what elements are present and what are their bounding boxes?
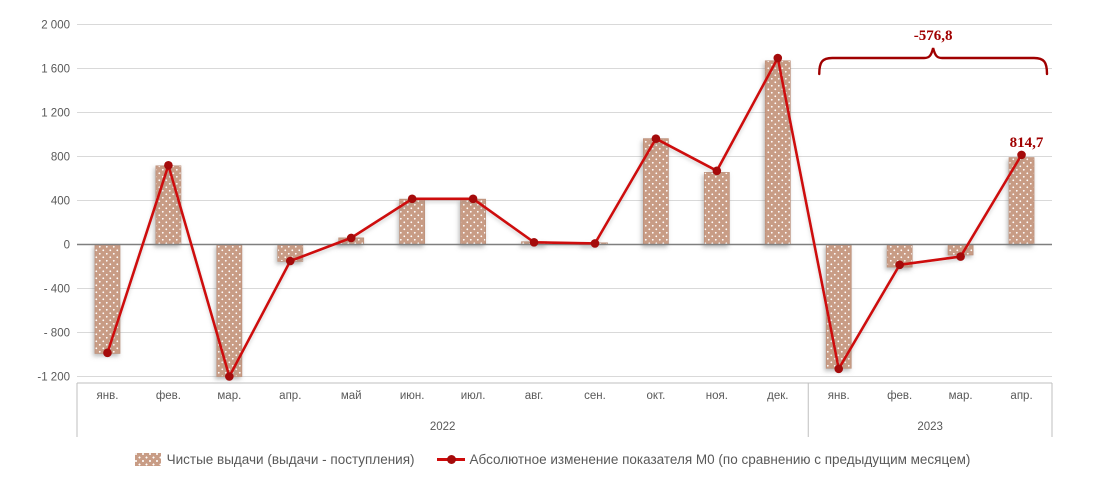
line-marker bbox=[590, 239, 600, 248]
month-label: мар. bbox=[217, 390, 241, 402]
bar bbox=[764, 60, 791, 245]
y-tick-label: 400 bbox=[51, 196, 70, 208]
line-marker bbox=[895, 260, 904, 270]
legend-label-m0-change: Абсолютное изменение показателя М0 (по с… bbox=[469, 452, 971, 467]
month-label: апр. bbox=[279, 390, 301, 402]
bar-series-swatch-icon bbox=[134, 453, 161, 466]
y-tick-label: - 800 bbox=[44, 328, 70, 340]
line-marker bbox=[956, 252, 965, 261]
y-tick-label: -1 200 bbox=[37, 372, 70, 384]
axis-labels: янв. фев. мар. апр. май июн. июл. авг. сен. окт. н… bbox=[76, 382, 1053, 437]
line-marker bbox=[407, 194, 417, 204]
y-tick-label: 1 200 bbox=[41, 108, 70, 120]
line-marker bbox=[1017, 150, 1026, 160]
bar bbox=[460, 198, 486, 245]
month-label: фев. bbox=[887, 390, 912, 402]
month-label: июн. bbox=[400, 390, 425, 402]
line-marker bbox=[529, 238, 539, 247]
month-label: апр. bbox=[1010, 390, 1032, 402]
year-label: 2023 bbox=[917, 421, 943, 433]
point-value-label: 814,7 bbox=[1010, 135, 1044, 151]
legend: Чистые выдачи (выдачи - поступления) Абс… bbox=[0, 452, 1105, 467]
y-tick-label: 1 600 bbox=[41, 64, 70, 76]
line-markers bbox=[103, 53, 1026, 381]
bar bbox=[703, 172, 730, 245]
month-label: авг. bbox=[525, 390, 544, 402]
month-label: янв. bbox=[828, 390, 850, 402]
chart-canvas: 2 000 1 600 1 200 800 400 0 - 400 - 800 -1 200 я… bbox=[37, 20, 1053, 437]
legend-label-net-issuance: Чистые выдачи (выдачи - поступления) bbox=[166, 452, 415, 467]
month-label: июл. bbox=[461, 390, 486, 402]
bracket-value-label: -576,8 bbox=[914, 28, 953, 44]
bar bbox=[216, 244, 243, 377]
month-label: мар. bbox=[949, 390, 973, 402]
y-tick-label: 800 bbox=[51, 152, 70, 164]
line-marker bbox=[346, 233, 356, 243]
line-marker bbox=[651, 134, 661, 143]
bracket-2023 bbox=[818, 47, 1049, 76]
line-marker bbox=[773, 53, 783, 63]
month-label: фев. bbox=[156, 390, 181, 402]
month-label: дек. bbox=[767, 390, 788, 402]
month-label: янв. bbox=[97, 390, 119, 402]
line-marker bbox=[834, 364, 844, 374]
line-marker bbox=[225, 372, 234, 381]
year-label: 2022 bbox=[430, 421, 456, 433]
month-label: ноя. bbox=[706, 390, 728, 402]
line-series-swatch-icon bbox=[436, 455, 465, 464]
y-tick-label: 2 000 bbox=[41, 20, 70, 32]
bar bbox=[94, 244, 121, 354]
line-marker bbox=[285, 256, 295, 266]
line-series bbox=[106, 56, 1023, 378]
legend-item-net-issuance: Чистые выдачи (выдачи - поступления) bbox=[134, 452, 415, 467]
annotations: -576,8 814,7 bbox=[818, 28, 1049, 151]
bar bbox=[155, 165, 182, 245]
line-marker bbox=[712, 166, 722, 176]
line-marker bbox=[103, 348, 112, 358]
bar-series bbox=[94, 60, 1035, 377]
bar bbox=[825, 244, 852, 369]
y-tick-label: 0 bbox=[64, 240, 70, 252]
month-label: сен. bbox=[584, 390, 606, 402]
line-marker-swatch-icon bbox=[446, 455, 456, 464]
month-label: окт. bbox=[647, 390, 666, 402]
gridlines: 2 000 1 600 1 200 800 400 0 - 400 - 800 -1 200 bbox=[37, 20, 1052, 384]
y-tick-label: - 400 bbox=[44, 284, 70, 296]
line-marker bbox=[468, 194, 478, 204]
legend-item-m0-change: Абсолютное изменение показателя М0 (по с… bbox=[436, 452, 971, 467]
month-label: май bbox=[341, 390, 362, 402]
line-path bbox=[106, 56, 1023, 378]
line-marker bbox=[164, 161, 173, 170]
